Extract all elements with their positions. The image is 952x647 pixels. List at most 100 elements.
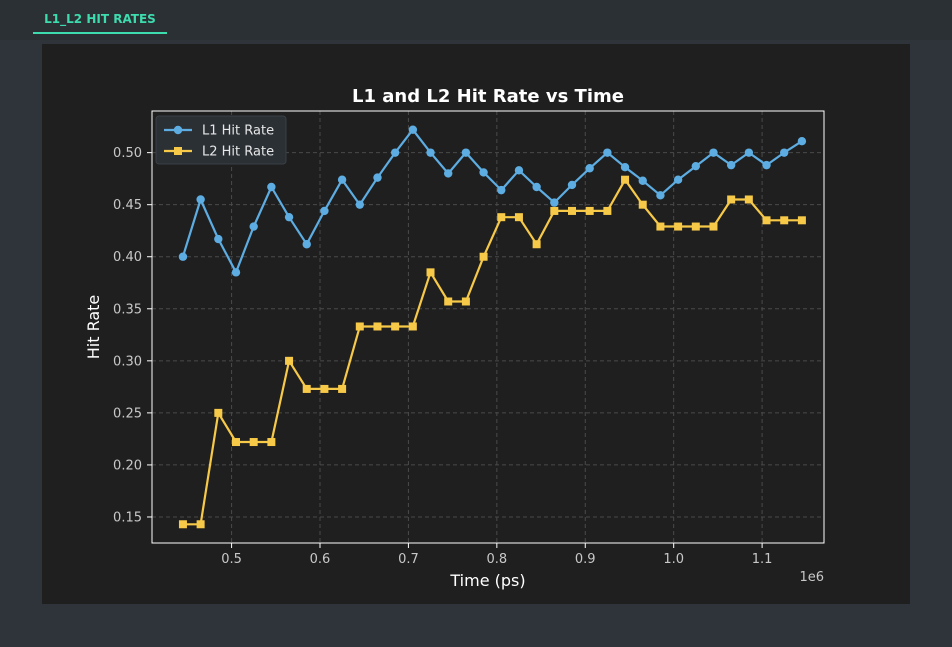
y-tick-label: 0.50 <box>113 146 142 161</box>
y-axis-label: Hit Rate <box>84 295 103 360</box>
series-2-point <box>656 222 665 231</box>
series-1-point <box>479 168 488 177</box>
series-1-point <box>355 200 364 209</box>
series-2-point <box>426 268 435 277</box>
series-2-point <box>568 206 576 215</box>
series-2-point <box>285 356 294 365</box>
series-1-point <box>267 182 276 192</box>
series-1-point <box>497 185 506 195</box>
series-2-point <box>621 175 630 184</box>
series-1-point <box>302 240 311 249</box>
y-tick-label: 0.35 <box>113 302 142 317</box>
series-2-point <box>514 213 523 222</box>
tab-l1-l2-hit-rates[interactable]: L1_L2 HIT RATES <box>33 6 167 34</box>
series-2-point <box>178 520 187 529</box>
x-axis-offset-label: 1e6 <box>799 570 824 585</box>
series-1-point <box>196 195 205 204</box>
x-tick-label: 1.0 <box>663 552 684 567</box>
series-1-point <box>284 212 294 222</box>
series-1-point <box>426 148 435 157</box>
series-2-point <box>461 297 470 306</box>
y-tick-label: 0.25 <box>113 406 142 421</box>
series-1-point <box>744 148 754 157</box>
x-tick-label: 0.8 <box>486 552 507 567</box>
tab-bar: L1_L2 HIT RATES <box>0 0 952 40</box>
series-2-point <box>532 240 541 249</box>
series-1-point <box>726 160 736 170</box>
series-2-point <box>585 206 594 215</box>
series-1-point <box>762 160 771 170</box>
plot-frame <box>151 110 825 544</box>
series-1-point <box>603 148 612 157</box>
series-2-point <box>603 206 612 215</box>
series-1-point <box>585 164 594 173</box>
series-2-point <box>355 322 364 331</box>
x-tick-label: 0.6 <box>310 552 331 567</box>
y-tick-label: 0.20 <box>113 458 142 473</box>
series-2-point <box>780 216 789 225</box>
series-1-point <box>709 148 718 157</box>
legend-label: L2 Hit Rate <box>202 145 274 160</box>
series-2-point <box>638 200 647 209</box>
series-1-point <box>797 136 807 146</box>
series-2-point <box>497 213 506 222</box>
series-1-point <box>461 148 471 157</box>
y-tick-label: 0.45 <box>113 198 142 213</box>
series-2-point <box>797 216 806 225</box>
series-2-point <box>674 222 683 231</box>
series-2-point <box>408 322 417 331</box>
series-2-point <box>373 322 382 331</box>
legend-label: L1 Hit Rate <box>202 124 274 139</box>
series-1-point <box>550 198 559 207</box>
legend-marker <box>174 147 182 155</box>
series-1-point <box>532 182 541 192</box>
chart-title: L1 and L2 Hit Rate vs Time <box>352 86 624 107</box>
series-1-point <box>444 169 453 178</box>
y-tick-label: 0.15 <box>113 510 142 525</box>
series-1-point <box>567 180 577 190</box>
series-2-point <box>338 384 347 393</box>
legend: L1 Hit Rate L2 Hit Rate <box>155 115 287 165</box>
series-2-point <box>249 438 258 447</box>
legend-marker <box>173 125 183 135</box>
series-1-point <box>214 234 223 244</box>
y-tick-label: 0.30 <box>113 354 142 369</box>
series-2-point <box>727 195 736 204</box>
x-tick-label: 0.7 <box>398 552 419 567</box>
series-2-point <box>267 438 276 447</box>
series-1-point <box>514 166 524 175</box>
x-tick-label: 0.9 <box>575 552 596 567</box>
tick-layer: 0.5 0.6 0.7 0.8 0.9 1.0 1.1 0.15 0.20 0.25 0.30 0.3… <box>113 146 772 567</box>
series-1-point <box>638 176 647 185</box>
x-tick-label: 0.5 <box>221 552 242 567</box>
series-1-point <box>656 191 665 200</box>
x-axis-label: Time (ps) <box>449 571 525 590</box>
series-2-point <box>232 438 240 447</box>
series-2-point <box>391 322 400 331</box>
chart-panel: 0.5 0.6 0.7 0.8 0.9 1.0 1.1 0.15 0.20 0.25 0.30 0.3… <box>42 44 910 604</box>
series-1-point <box>390 148 400 157</box>
x-tick-label: 1.1 <box>752 552 773 567</box>
series-2-point <box>709 222 718 231</box>
series-line-2 <box>182 178 802 526</box>
series-2-point <box>479 252 488 261</box>
series-2-point <box>320 384 329 393</box>
series-2-point <box>550 206 559 215</box>
series-1-point <box>337 175 347 184</box>
series-1-point <box>320 206 329 216</box>
y-tick-label: 0.40 <box>113 250 142 265</box>
series-1-point <box>691 161 700 171</box>
series-1-point <box>780 148 789 157</box>
series-1-point <box>249 222 258 231</box>
series-2-point <box>744 195 753 204</box>
series-1-point <box>231 268 241 277</box>
series-2-point <box>214 408 223 417</box>
series-2-point <box>302 384 311 393</box>
series-layer <box>178 125 807 529</box>
series-2-point <box>691 222 700 231</box>
series-1-point <box>373 173 382 182</box>
series-2-point <box>444 297 453 306</box>
series-1-point <box>408 125 418 134</box>
hit-rate-chart: 0.5 0.6 0.7 0.8 0.9 1.0 1.1 0.15 0.20 0.25 0.30 0.3… <box>84 86 825 590</box>
